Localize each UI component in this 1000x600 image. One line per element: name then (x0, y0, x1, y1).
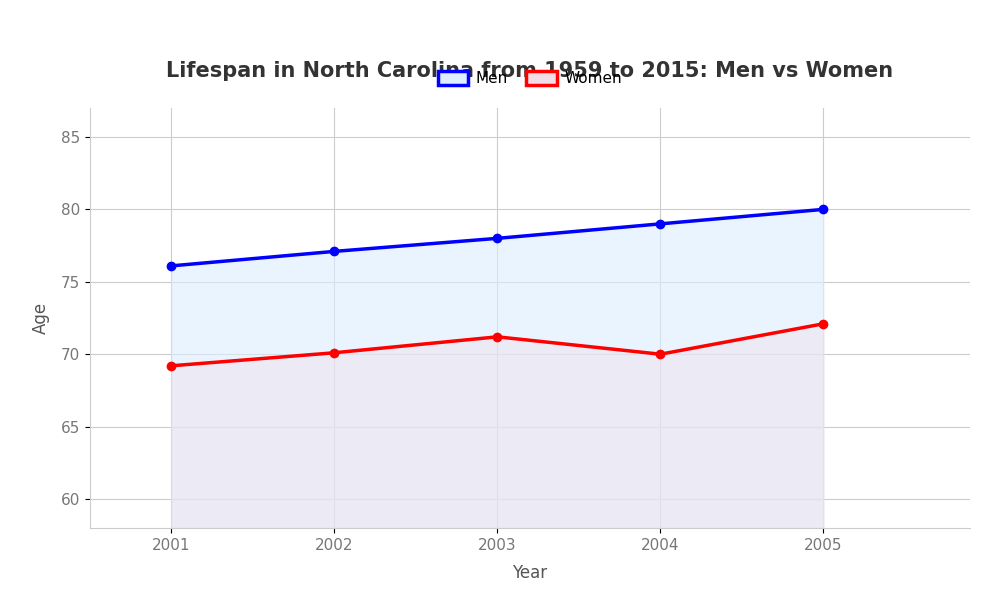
X-axis label: Year: Year (512, 564, 548, 582)
Y-axis label: Age: Age (32, 302, 50, 334)
Legend: Men, Women: Men, Women (432, 65, 628, 92)
Title: Lifespan in North Carolina from 1959 to 2015: Men vs Women: Lifespan in North Carolina from 1959 to … (166, 61, 894, 82)
